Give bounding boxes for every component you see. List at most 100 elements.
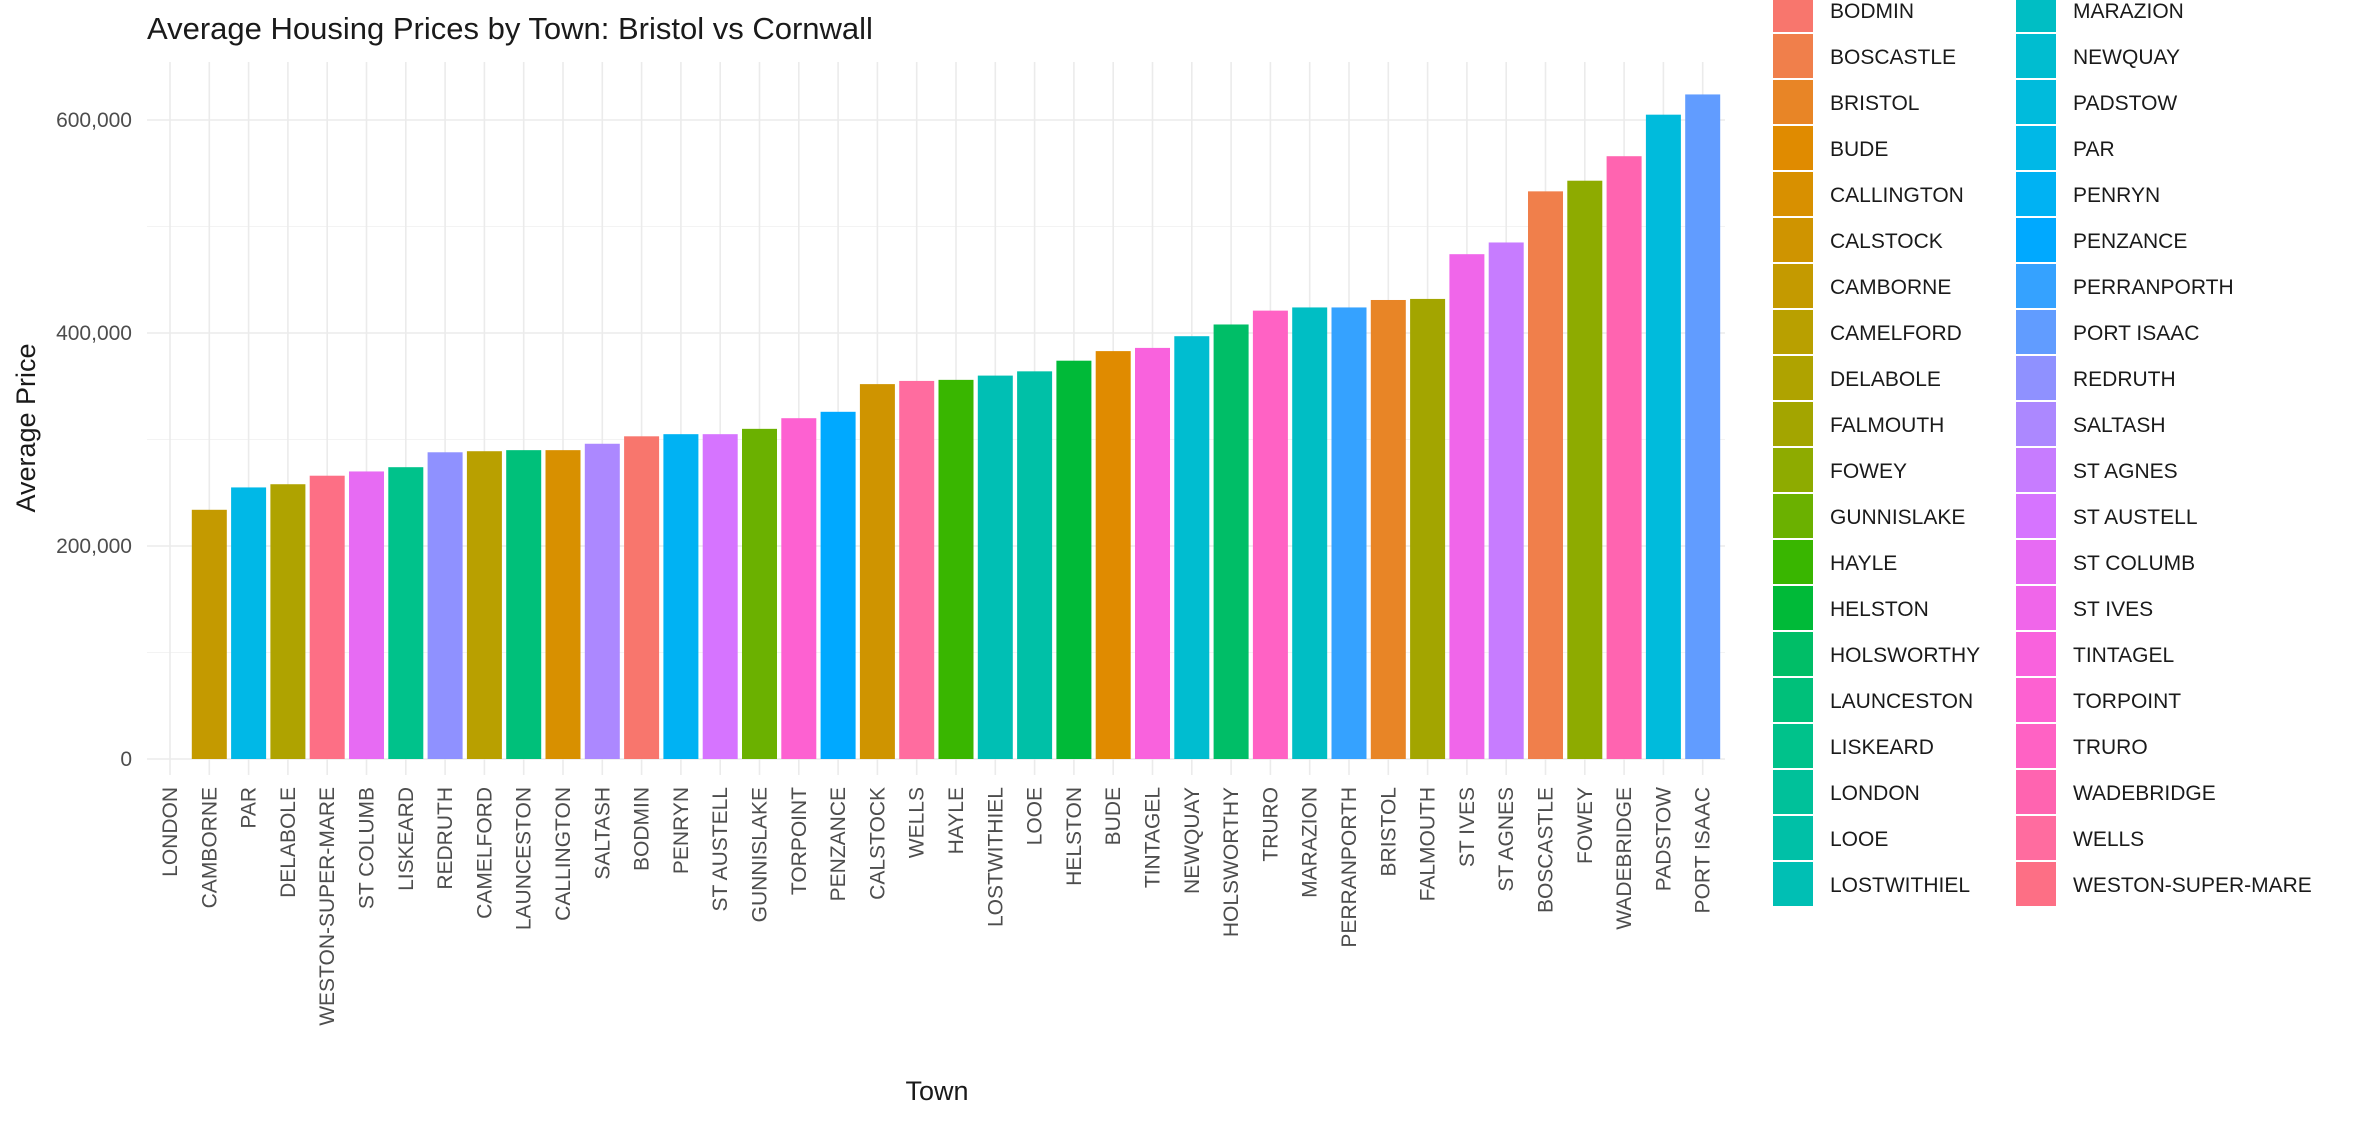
legend-label: TINTAGEL bbox=[2073, 644, 2174, 667]
x-tick-label: CAMELFORD bbox=[473, 787, 496, 919]
y-axis-title: Average Price bbox=[11, 343, 41, 512]
bar-perranporth bbox=[1331, 307, 1367, 759]
bar-port-isaac bbox=[1685, 94, 1721, 759]
legend-key bbox=[2016, 540, 2056, 584]
legend-label: BOSCASTLE bbox=[1830, 46, 1956, 69]
x-tick-label: HOLSWORTHY bbox=[1220, 787, 1243, 937]
legend-label: ST AUSTELL bbox=[2073, 506, 2198, 529]
legend-key bbox=[1773, 172, 1813, 216]
y-tick-label: 200,000 bbox=[56, 535, 132, 558]
x-tick-label: CALLINGTON bbox=[552, 787, 575, 921]
x-tick-label: WADEBRIDGE bbox=[1613, 787, 1636, 930]
bar-holsworthy bbox=[1213, 324, 1249, 759]
x-tick-label: LOSTWITHIEL bbox=[984, 787, 1007, 927]
legend-key bbox=[1773, 540, 1813, 584]
bar-bodmin bbox=[624, 436, 660, 759]
legend-key bbox=[2016, 310, 2056, 354]
x-tick-label: LOOE bbox=[1024, 787, 1047, 845]
legend-key bbox=[1773, 0, 1813, 32]
legend-label: WESTON-SUPER-MARE bbox=[2073, 874, 2312, 897]
bar-camborne bbox=[191, 509, 227, 759]
legend-label: PORT ISAAC bbox=[2073, 322, 2199, 345]
legend-label: REDRUTH bbox=[2073, 368, 2176, 391]
legend-label: PENRYN bbox=[2073, 184, 2160, 207]
legend-key bbox=[2016, 172, 2056, 216]
bar-tintagel bbox=[1135, 347, 1170, 759]
bar-st-austell bbox=[702, 434, 738, 759]
legend-key bbox=[2016, 770, 2056, 814]
legend-label: BUDE bbox=[1830, 138, 1888, 161]
legend-key bbox=[1773, 218, 1813, 262]
bar-penryn bbox=[663, 434, 699, 759]
bar-launceston bbox=[506, 450, 542, 759]
y-tick-label: 0 bbox=[120, 748, 132, 771]
legend-label: LISKEARD bbox=[1830, 736, 1934, 759]
legend-key bbox=[1773, 862, 1813, 906]
bar-wadebridge bbox=[1606, 156, 1642, 759]
x-tick-label: PORT ISAAC bbox=[1692, 787, 1715, 913]
x-tick-label: PENZANCE bbox=[827, 787, 850, 901]
x-tick-label: BUDE bbox=[1102, 787, 1125, 845]
bar-fowey bbox=[1567, 180, 1603, 759]
x-tick-label: CALSTOCK bbox=[866, 787, 889, 900]
legend-label: ST IVES bbox=[2073, 598, 2153, 621]
x-tick-label: ST AUSTELL bbox=[709, 787, 732, 912]
legend-key bbox=[2016, 218, 2056, 262]
legend-label: CAMBORNE bbox=[1830, 276, 1951, 299]
legend-label: ST COLUMB bbox=[2073, 552, 2195, 575]
x-tick-label: NEWQUAY bbox=[1181, 787, 1204, 894]
bar-truro bbox=[1252, 310, 1288, 759]
legend-label: DELABOLE bbox=[1830, 368, 1941, 391]
bar-calstock bbox=[859, 384, 895, 759]
x-tick-label: SALTASH bbox=[591, 787, 614, 880]
bar-redruth bbox=[427, 452, 463, 759]
legend-key bbox=[1773, 126, 1813, 170]
legend-key bbox=[2016, 724, 2056, 768]
legend-key bbox=[2016, 356, 2056, 400]
x-tick-label: LISKEARD bbox=[395, 787, 418, 891]
legend-label: NEWQUAY bbox=[2073, 46, 2180, 69]
legend-label: WADEBRIDGE bbox=[2073, 782, 2216, 805]
bar-camelford bbox=[466, 451, 502, 759]
x-tick-label: HAYLE bbox=[945, 787, 968, 854]
bar-saltash bbox=[584, 443, 620, 759]
x-tick-label: BODMIN bbox=[631, 787, 654, 871]
x-tick-label: WELLS bbox=[906, 787, 929, 858]
y-axis-ticks: 0 200,000 400,000 600,000 bbox=[56, 109, 132, 771]
x-axis-ticks: LONDON CAMBORNE PAR DELABOLE WESTON-SUPER-MA… bbox=[159, 787, 1715, 1026]
bar-st-ives bbox=[1449, 254, 1485, 759]
bar-torpoint bbox=[781, 418, 817, 759]
legend-label: PERRANPORTH bbox=[2073, 276, 2234, 299]
legend: BODMIN BOSCASTLE BRISTOL BUDE CALLINGTON CALS… bbox=[1773, 0, 2312, 906]
legend-key bbox=[2016, 126, 2056, 170]
legend-key bbox=[1773, 724, 1813, 768]
legend-key bbox=[1773, 34, 1813, 78]
legend-key bbox=[2016, 448, 2056, 492]
legend-key bbox=[1773, 678, 1813, 722]
x-tick-label: ST AGNES bbox=[1495, 787, 1518, 892]
legend-label: TORPOINT bbox=[2073, 690, 2181, 713]
legend-label: LAUNCESTON bbox=[1830, 690, 1973, 713]
bar-st-columb bbox=[349, 471, 384, 759]
chart-title: Average Housing Prices by Town: Bristol … bbox=[147, 11, 873, 46]
legend-key bbox=[1773, 310, 1813, 354]
bar-lostwithiel bbox=[977, 375, 1013, 759]
legend-key bbox=[1773, 402, 1813, 446]
x-tick-label: PERRANPORTH bbox=[1338, 787, 1361, 948]
bar-penzance bbox=[820, 411, 856, 759]
x-tick-label: LONDON bbox=[159, 787, 182, 877]
legend-key bbox=[2016, 402, 2056, 446]
legend-label: ST AGNES bbox=[2073, 460, 2178, 483]
y-tick-label: 400,000 bbox=[56, 322, 132, 345]
legend-label: HOLSWORTHY bbox=[1830, 644, 1980, 667]
x-tick-label: REDRUTH bbox=[434, 787, 457, 890]
bar-hayle bbox=[938, 379, 974, 759]
legend-label: BODMIN bbox=[1830, 0, 1914, 23]
bar-weston-super-mare bbox=[309, 475, 345, 759]
y-tick-label: 600,000 bbox=[56, 109, 132, 132]
legend-label: PAR bbox=[2073, 138, 2115, 161]
legend-key bbox=[2016, 0, 2056, 32]
legend-key bbox=[2016, 678, 2056, 722]
bar-bude bbox=[1095, 351, 1131, 759]
legend-key bbox=[1773, 448, 1813, 492]
